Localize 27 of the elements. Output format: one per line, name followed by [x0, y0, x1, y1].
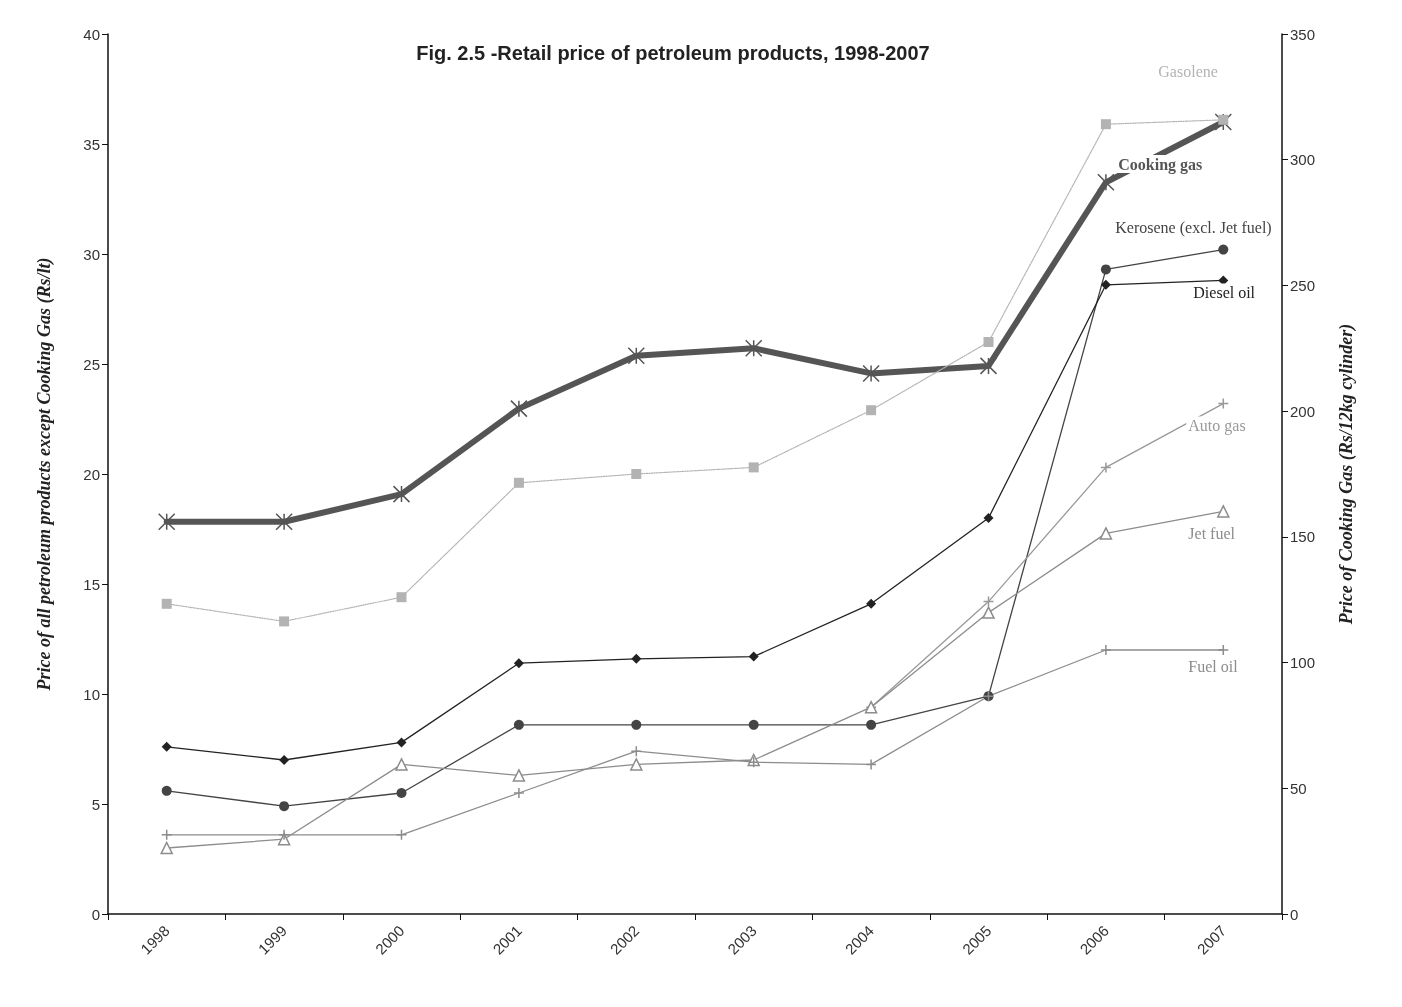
y-tick-label: 20 [83, 465, 100, 483]
text: Gasolene [1158, 63, 1218, 81]
series-label: Diesel oil [1193, 283, 1256, 301]
y-tick-label: 25 [83, 355, 100, 373]
y2-tick-label: 0 [1290, 905, 1299, 923]
y-tick-label: 35 [83, 135, 100, 153]
series-label: Cooking gas [1118, 155, 1203, 174]
y2-tick-label: 50 [1290, 779, 1307, 797]
y2-tick-label: 350 [1290, 25, 1316, 43]
series-label: Jet fuel [1188, 524, 1236, 542]
series-label: Kerosene (excl. Jet fuel) [1115, 219, 1272, 238]
y2-tick-label: 300 [1290, 151, 1316, 169]
y-tick-label: 40 [83, 25, 100, 43]
y2-tick-label: 250 [1290, 276, 1316, 294]
y-axis-title: Price of all petroleum products except Cooking Gas (Rs/lt) [34, 257, 55, 692]
y2-tick-label: 150 [1290, 528, 1316, 546]
y-tick-label: 10 [83, 685, 100, 703]
chart-title: Fig. 2.5 -Retail price of petroleum products, 1998-2007 [416, 42, 930, 64]
y2-tick-label: 200 [1290, 402, 1316, 420]
series-label: Auto gas [1188, 417, 1246, 436]
series-label: Fuel oil [1188, 657, 1239, 675]
y2-axis-title: Price of Cooking Gas (Rs/12kg cylinder) [1336, 323, 1357, 626]
y-tick-label: 15 [83, 575, 100, 593]
y-tick-label: 0 [91, 905, 100, 923]
y-tick-label: 5 [91, 795, 100, 813]
y2-tick-label: 100 [1290, 654, 1316, 672]
y-tick-label: 30 [83, 245, 100, 263]
